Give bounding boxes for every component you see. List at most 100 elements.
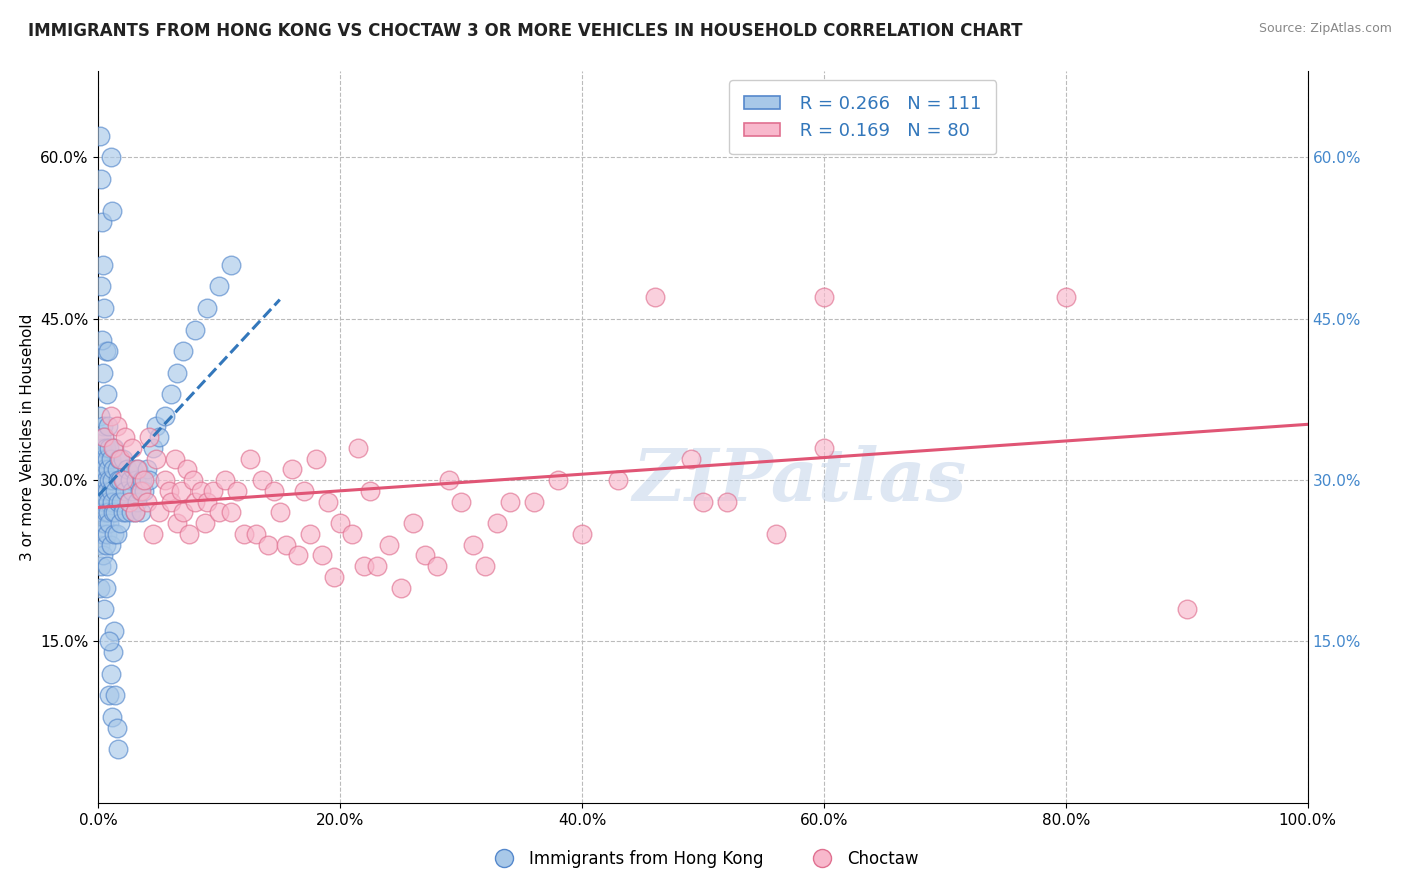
- Point: [145, 451, 167, 466]
- Point: [105, 527, 128, 541]
- Point: [91, 419, 114, 434]
- Point: [89, 494, 111, 508]
- Point: [360, 483, 382, 498]
- Point: [208, 505, 231, 519]
- Y-axis label: 3 or more Vehicles in Household: 3 or more Vehicles in Household: [20, 313, 35, 561]
- Point: [163, 451, 186, 466]
- Point: [127, 462, 149, 476]
- Point: [145, 419, 167, 434]
- Point: [103, 527, 125, 541]
- Point: [97, 419, 120, 434]
- Point: [98, 688, 121, 702]
- Point: [91, 462, 114, 476]
- Point: [813, 290, 835, 304]
- Point: [93, 516, 115, 530]
- Point: [1175, 602, 1198, 616]
- Point: [97, 462, 120, 476]
- Point: [93, 462, 115, 476]
- Point: [89, 128, 111, 143]
- Point: [96, 527, 118, 541]
- Point: [239, 451, 262, 466]
- Point: [232, 527, 254, 541]
- Point: [104, 688, 127, 702]
- Point: [94, 538, 117, 552]
- Point: [107, 742, 129, 756]
- Point: [124, 505, 146, 519]
- Point: [486, 516, 509, 530]
- Point: [1054, 290, 1077, 304]
- Point: [100, 483, 122, 498]
- Point: [100, 451, 122, 466]
- Point: [108, 451, 131, 466]
- Point: [98, 473, 121, 487]
- Point: [120, 505, 142, 519]
- Point: [413, 549, 436, 563]
- Point: [287, 549, 309, 563]
- Point: [176, 462, 198, 476]
- Point: [644, 290, 666, 304]
- Point: [138, 473, 160, 487]
- Point: [169, 483, 191, 498]
- Point: [93, 602, 115, 616]
- Point: [94, 344, 117, 359]
- Point: [103, 441, 125, 455]
- Point: [90, 516, 112, 530]
- Point: [100, 538, 122, 552]
- Point: [105, 462, 128, 476]
- Point: [153, 473, 176, 487]
- Point: [104, 483, 127, 498]
- Point: [353, 559, 375, 574]
- Point: [128, 483, 150, 498]
- Point: [118, 473, 141, 487]
- Point: [195, 494, 218, 508]
- Point: [98, 516, 121, 530]
- Point: [148, 430, 170, 444]
- Point: [100, 150, 122, 164]
- Point: [221, 258, 243, 272]
- Point: [142, 527, 165, 541]
- Point: [329, 516, 352, 530]
- Point: [91, 505, 114, 519]
- Point: [389, 581, 412, 595]
- Point: [124, 505, 146, 519]
- Point: [114, 430, 136, 444]
- Point: [121, 441, 143, 455]
- Point: [94, 441, 117, 455]
- Point: [122, 462, 145, 476]
- Point: [93, 430, 115, 444]
- Point: [90, 473, 112, 487]
- Point: [101, 645, 124, 659]
- Point: [105, 419, 128, 434]
- Point: [96, 483, 118, 498]
- Point: [274, 538, 297, 552]
- Point: [108, 451, 131, 466]
- Point: [607, 473, 630, 487]
- Point: [160, 387, 183, 401]
- Point: [108, 516, 131, 530]
- Point: [129, 505, 152, 519]
- Point: [89, 581, 111, 595]
- Point: [256, 538, 278, 552]
- Point: [138, 430, 160, 444]
- Point: [129, 483, 152, 498]
- Point: [323, 570, 346, 584]
- Point: [214, 473, 236, 487]
- Point: [134, 473, 156, 487]
- Point: [172, 344, 194, 359]
- Point: [91, 527, 114, 541]
- Point: [91, 451, 114, 466]
- Point: [269, 505, 291, 519]
- Point: [179, 527, 201, 541]
- Point: [245, 527, 267, 541]
- Point: [93, 494, 115, 508]
- Point: [166, 516, 188, 530]
- Point: [89, 538, 111, 552]
- Point: [90, 559, 112, 574]
- Point: [437, 473, 460, 487]
- Point: [181, 473, 204, 487]
- Point: [716, 494, 738, 508]
- Point: [765, 527, 787, 541]
- Point: [184, 322, 207, 336]
- Point: [90, 279, 112, 293]
- Point: [450, 494, 472, 508]
